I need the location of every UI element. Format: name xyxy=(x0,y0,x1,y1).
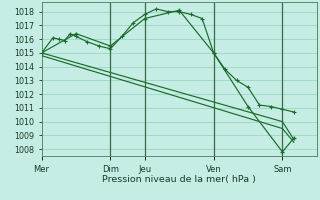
X-axis label: Pression niveau de la mer( hPa ): Pression niveau de la mer( hPa ) xyxy=(102,175,256,184)
